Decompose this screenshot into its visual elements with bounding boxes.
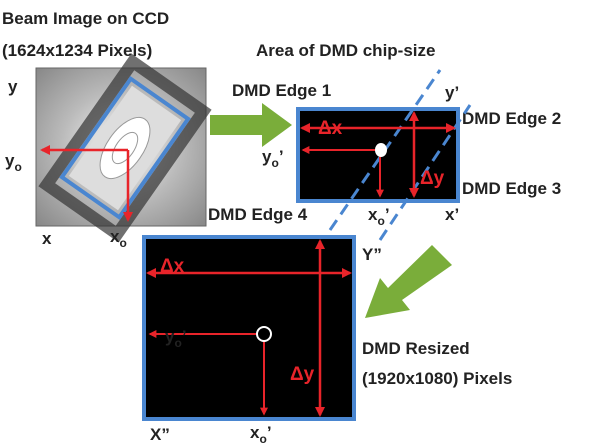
dmd-chip-delta-y: Δy — [420, 168, 445, 189]
ccd-origin-x: xo — [110, 227, 127, 250]
ccd-axis-x: x — [42, 229, 52, 248]
dmd-chip-origin-y: yo’ — [262, 147, 284, 170]
dmd-chip-origin-x: xo’ — [368, 205, 390, 228]
dmd-chip-axis-x: x’ — [445, 205, 459, 224]
dmd-resized-size: (1920x1080) Pixels — [362, 369, 512, 388]
dmd-chip-axis-y: y’ — [445, 83, 459, 102]
ccd-origin-y: yo — [5, 151, 22, 174]
ccd-size: (1624x1234 Pixels) — [2, 41, 152, 60]
green-arrow — [210, 103, 292, 147]
dmd-resized-origin-x: xo’ — [250, 423, 272, 446]
dmd-chip-delta-x: Δx — [318, 118, 343, 139]
beam — [38, 53, 212, 243]
dmd-resized-title: DMD Resized — [362, 339, 470, 358]
dmd-edge-1: DMD Edge 1 — [232, 81, 331, 100]
green-arrow — [365, 245, 452, 318]
dmd-chip-title: Area of DMD chip-size — [256, 41, 435, 60]
dmd-resized-origin-y: yo’ — [165, 327, 187, 350]
dmd-edge-3: DMD Edge 3 — [462, 179, 561, 198]
center-dot — [256, 326, 272, 342]
dmd-resized-delta-x: Δx — [160, 256, 185, 277]
ccd-title: Beam Image on CCD — [2, 9, 169, 28]
dmd-resized-delta-y: Δy — [290, 364, 315, 385]
dmd-edge-4: DMD Edge 4 — [208, 205, 308, 224]
dmd-resized-axis-y: Y” — [362, 245, 382, 264]
ccd-axis-y: y — [8, 77, 18, 96]
dmd-resized-axis-x: X” — [150, 425, 170, 444]
dmd-edge-2: DMD Edge 2 — [462, 109, 561, 128]
center-dot — [375, 143, 387, 157]
